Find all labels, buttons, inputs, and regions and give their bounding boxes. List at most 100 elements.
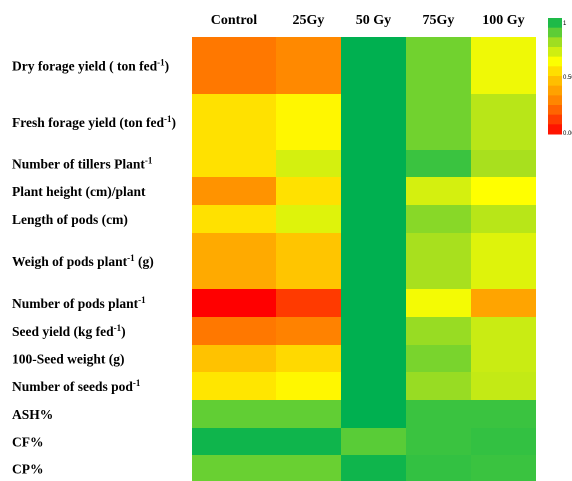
heatmap-cell: [276, 150, 341, 177]
heatmap-cell: [341, 205, 406, 233]
heatmap-cell: [341, 345, 406, 372]
heatmap-cell: [276, 428, 341, 455]
row-label: Plant height (cm)/plant: [12, 184, 146, 199]
heatmap-cell: [341, 37, 406, 94]
heatmap-cell: [192, 345, 276, 372]
heatmap-cell: [406, 372, 471, 400]
heatmap-cell: [406, 150, 471, 177]
heatmap-cell: [471, 400, 536, 428]
column-header: 75Gy: [423, 13, 455, 28]
heatmap-cell: [341, 455, 406, 481]
heatmap-cell: [341, 94, 406, 150]
row-label: CP%: [12, 462, 44, 477]
heatmap-cell: [192, 150, 276, 177]
color-legend: 1 0.50 0.00: [548, 18, 572, 137]
heatmap-cell: [276, 177, 341, 205]
row-labels: Dry forage yield ( ton fed-1) Fresh forag…: [12, 58, 176, 477]
heatmap-cell: [341, 372, 406, 400]
column-headers: Control 25Gy 50 Gy 75Gy 100 Gy: [211, 13, 525, 28]
heatmap-cell: [276, 205, 341, 233]
heatmap-cell: [341, 233, 406, 289]
legend-swatch: [548, 114, 562, 125]
heatmap-cell: [192, 428, 276, 455]
row-label: Seed yield (kg fed-1): [12, 323, 126, 339]
heatmap-cell: [341, 177, 406, 205]
column-header: 25Gy: [293, 13, 325, 28]
heatmap-cell: [406, 428, 471, 455]
heatmap-cell: [276, 37, 341, 94]
column-header: Control: [211, 13, 258, 28]
heatmap-cell: [471, 37, 536, 94]
heatmap-cell: [406, 37, 471, 94]
legend-swatch: [548, 66, 562, 77]
heatmap-cell: [471, 205, 536, 233]
heatmap-cell: [192, 177, 276, 205]
heatmap-cell: [406, 289, 471, 317]
row-label: Number of tillers Plant-1: [12, 156, 153, 172]
legend-swatch: [548, 37, 562, 48]
heatmap-cell: [341, 428, 406, 455]
heatmap-cell: [276, 345, 341, 372]
legend-swatch: [548, 105, 562, 116]
legend-swatch: [548, 27, 562, 38]
row-label: Length of pods (cm): [12, 212, 128, 227]
heatmap-cell: [341, 150, 406, 177]
heatmap-cell: [406, 400, 471, 428]
heatmap-cell: [192, 233, 276, 289]
legend-swatch: [548, 56, 562, 67]
row-label: Number of pods plant-1: [12, 295, 146, 311]
row-label: Number of seeds pod-1: [12, 378, 141, 394]
heatmap-cell: [406, 317, 471, 345]
legend-swatch: [548, 47, 562, 58]
legend-swatch: [548, 95, 562, 106]
heatmap-cell: [192, 317, 276, 345]
row-label: 100-Seed weight (g): [12, 352, 124, 367]
legend-tick-label: 1: [563, 21, 567, 27]
row-label: CF%: [12, 435, 44, 450]
legend-swatch: [548, 124, 562, 135]
heatmap-cell: [471, 455, 536, 481]
heatmap-cell: [192, 94, 276, 150]
heatmap-cell: [406, 94, 471, 150]
heatmap-cell: [192, 37, 276, 94]
heatmap-cell: [406, 233, 471, 289]
heatmap-cell: [471, 372, 536, 400]
column-header: 100 Gy: [482, 13, 524, 28]
heatmap-cell: [406, 177, 471, 205]
legend-tick-label: 0.50: [563, 75, 572, 81]
row-label: Dry forage yield ( ton fed-1): [12, 58, 169, 74]
heatmap-cell: [471, 233, 536, 289]
heatmap-cell: [341, 400, 406, 428]
heatmap-cell: [276, 455, 341, 481]
heatmap-cell: [471, 94, 536, 150]
row-label: Fresh forage yield (ton fed-1): [12, 114, 176, 130]
heatmap-cell: [192, 289, 276, 317]
heatmap-cell: [406, 205, 471, 233]
heatmap-cell: [276, 289, 341, 317]
heatmap-cell: [276, 94, 341, 150]
heatmap-cell: [192, 372, 276, 400]
heatmap-cell: [471, 317, 536, 345]
heatmap-cell: [471, 289, 536, 317]
row-label: Weigh of pods plant-1 (g): [12, 253, 154, 269]
heatmap-cell: [471, 428, 536, 455]
heatmap-cell: [192, 205, 276, 233]
heatmap-cell: [276, 372, 341, 400]
heatmap-cell: [406, 455, 471, 481]
heatmap-cell: [341, 317, 406, 345]
heatmap-cell: [471, 150, 536, 177]
heatmap-cell: [406, 345, 471, 372]
heatmap-cell: [276, 400, 341, 428]
legend-tick-label: 0.00: [563, 131, 572, 137]
heatmap-cell: [471, 177, 536, 205]
heatmap-cell: [192, 400, 276, 428]
heatmap-cell: [471, 345, 536, 372]
legend-swatch: [548, 85, 562, 96]
heatmap-cell: [341, 289, 406, 317]
legend-swatch: [548, 76, 562, 87]
heatmap-cell: [276, 233, 341, 289]
heatmap-cell: [192, 455, 276, 481]
column-header: 50 Gy: [356, 13, 391, 28]
row-label: ASH%: [12, 407, 53, 422]
